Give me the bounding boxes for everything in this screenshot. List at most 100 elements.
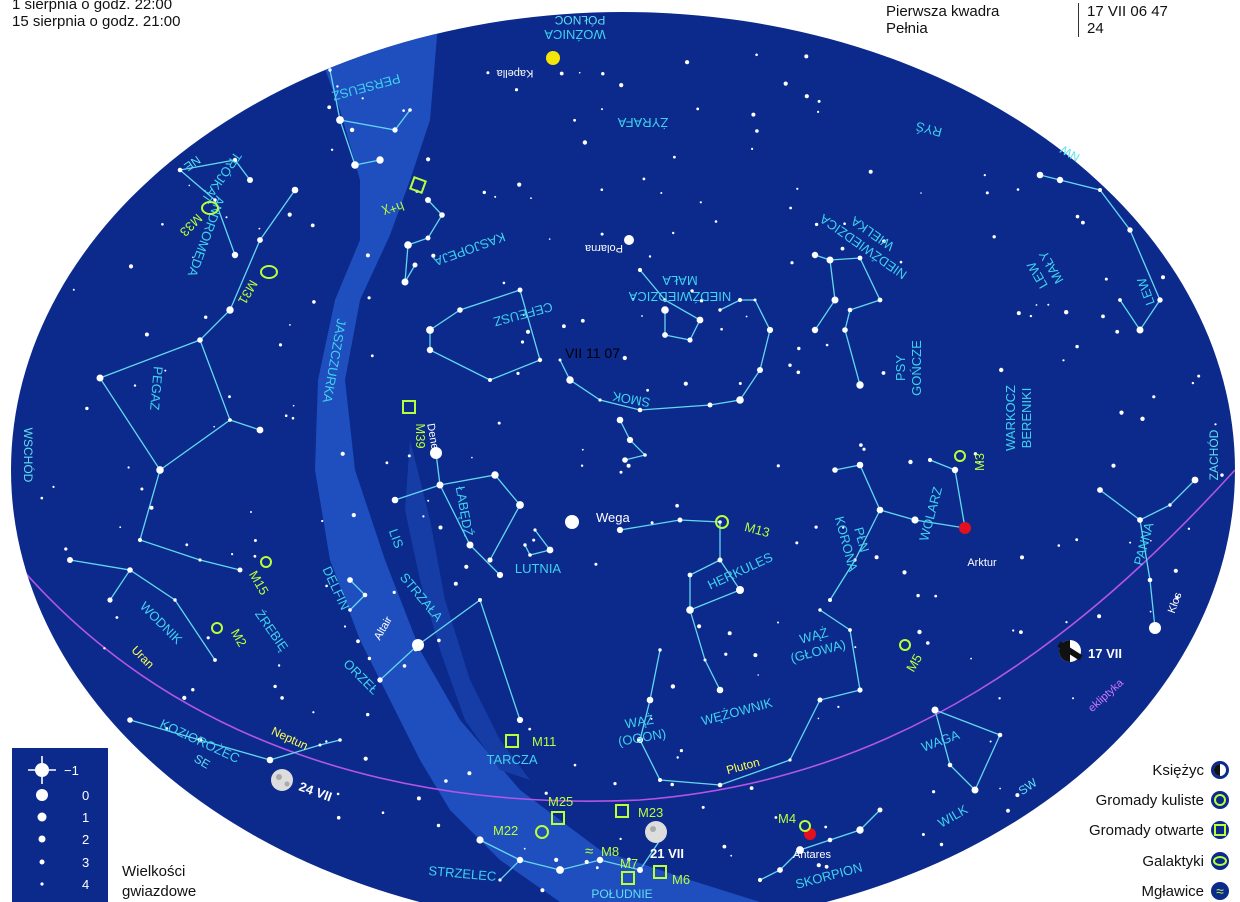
star bbox=[532, 538, 536, 542]
star bbox=[533, 528, 537, 532]
milky-way bbox=[300, 12, 760, 902]
star bbox=[796, 846, 804, 854]
legend-label-galaxy: Galaktyki bbox=[1142, 853, 1204, 870]
star bbox=[1191, 381, 1195, 385]
star bbox=[626, 436, 634, 444]
star bbox=[882, 239, 886, 244]
star bbox=[626, 463, 631, 468]
star bbox=[1006, 808, 1010, 813]
star bbox=[1140, 416, 1145, 421]
legend-label-open: Gromady otwarte bbox=[1089, 822, 1204, 839]
star bbox=[1075, 344, 1079, 349]
deneb-star bbox=[430, 447, 442, 459]
star bbox=[336, 815, 341, 820]
star bbox=[356, 639, 360, 644]
constellation-line bbox=[379, 644, 419, 681]
star bbox=[321, 519, 324, 523]
star bbox=[228, 395, 231, 399]
label-zyrafa: ŻYRAFA bbox=[617, 115, 668, 130]
star bbox=[404, 241, 412, 249]
globular-cluster-symbol bbox=[715, 515, 729, 529]
star bbox=[1081, 220, 1085, 225]
star bbox=[517, 287, 523, 293]
star bbox=[1220, 473, 1224, 477]
star bbox=[476, 836, 484, 844]
label-lutnia: LUTNIA bbox=[515, 561, 562, 576]
date-line-2: 15 sierpnia o godz. 21:00 bbox=[12, 13, 181, 30]
star bbox=[690, 289, 694, 293]
star bbox=[751, 112, 756, 117]
star bbox=[584, 859, 589, 865]
star bbox=[783, 81, 788, 86]
star bbox=[149, 505, 154, 510]
star bbox=[902, 570, 907, 575]
star bbox=[983, 174, 986, 177]
star bbox=[595, 866, 599, 870]
star bbox=[683, 381, 688, 386]
mag-symbol-4 bbox=[40, 882, 44, 886]
star bbox=[661, 306, 669, 314]
star bbox=[685, 60, 690, 65]
star bbox=[1136, 326, 1144, 334]
star bbox=[824, 864, 829, 869]
star bbox=[970, 657, 972, 660]
legend-galaxy-icon bbox=[1211, 852, 1229, 870]
label-warkocz-bereniki: WARKOCZBERENIKI bbox=[1003, 385, 1034, 451]
mag-symbol-minus1 bbox=[28, 756, 56, 784]
star bbox=[362, 592, 368, 598]
phase-name-full: Pełnia bbox=[886, 20, 928, 37]
star bbox=[701, 805, 705, 809]
star bbox=[578, 71, 581, 74]
star bbox=[580, 464, 584, 467]
star bbox=[999, 787, 1001, 790]
star bbox=[225, 216, 228, 219]
star bbox=[917, 629, 922, 635]
star bbox=[857, 687, 863, 693]
star bbox=[280, 696, 284, 700]
star bbox=[127, 567, 133, 573]
star bbox=[278, 343, 283, 347]
star bbox=[1187, 527, 1191, 530]
label-m11: M11 bbox=[532, 734, 556, 749]
star bbox=[853, 558, 857, 562]
star bbox=[985, 191, 989, 195]
star bbox=[727, 631, 732, 636]
star bbox=[714, 220, 718, 223]
star bbox=[516, 371, 520, 375]
ecliptic-line bbox=[11, 469, 1235, 802]
star bbox=[523, 847, 526, 850]
mag-value: 3 bbox=[82, 855, 89, 870]
star bbox=[312, 300, 316, 304]
legend-label-nebula: Mgławice bbox=[1141, 883, 1204, 900]
star bbox=[119, 526, 122, 529]
mag-symbol-3 bbox=[39, 859, 45, 865]
star bbox=[115, 616, 119, 619]
star bbox=[920, 192, 922, 194]
legend-label-globular: Gromady kuliste bbox=[1096, 792, 1204, 809]
star bbox=[1015, 793, 1020, 798]
star bbox=[755, 53, 758, 57]
star bbox=[516, 716, 524, 724]
star bbox=[439, 212, 445, 218]
star bbox=[392, 590, 396, 595]
star bbox=[1029, 314, 1033, 318]
star bbox=[466, 541, 474, 549]
star bbox=[811, 326, 819, 334]
star bbox=[817, 110, 820, 113]
star bbox=[600, 232, 604, 236]
label-m3: M3 bbox=[972, 453, 987, 471]
star bbox=[537, 357, 543, 363]
star bbox=[573, 118, 576, 122]
mag-value: −1 bbox=[64, 763, 79, 778]
star bbox=[253, 554, 257, 558]
legend-globular-icon bbox=[1211, 791, 1229, 809]
star bbox=[619, 83, 624, 88]
star bbox=[842, 327, 848, 333]
star bbox=[426, 157, 431, 162]
star bbox=[291, 416, 295, 420]
star bbox=[559, 71, 564, 76]
star bbox=[757, 674, 759, 676]
star bbox=[637, 407, 643, 413]
stars bbox=[40, 38, 1224, 893]
star bbox=[266, 756, 274, 764]
